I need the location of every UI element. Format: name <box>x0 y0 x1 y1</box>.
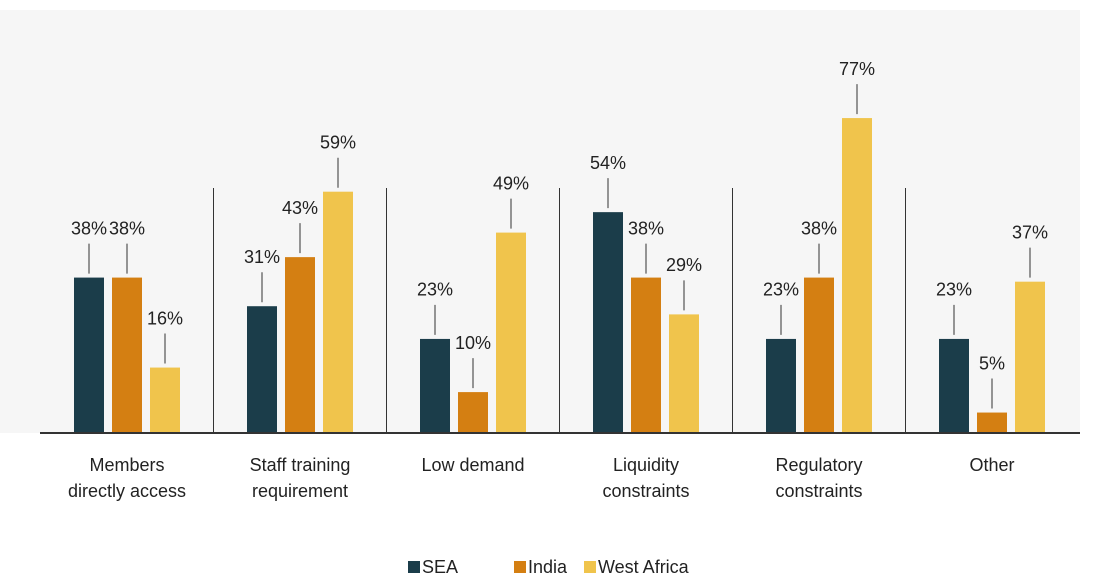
bar <box>112 277 142 433</box>
value-label: 16% <box>147 308 183 328</box>
bar <box>496 232 526 433</box>
legend-swatch <box>514 561 526 573</box>
bar <box>323 191 353 433</box>
bar <box>285 257 315 433</box>
bar <box>939 338 969 433</box>
legend-swatch <box>584 561 596 573</box>
value-label: 38% <box>109 218 145 238</box>
value-label: 37% <box>1012 222 1048 242</box>
value-label: 49% <box>493 173 529 193</box>
bar <box>150 367 180 433</box>
legend-swatch <box>408 561 420 573</box>
value-label: 43% <box>282 198 318 218</box>
plot-background <box>0 10 1080 433</box>
value-label: 5% <box>979 353 1005 373</box>
bar <box>631 277 661 433</box>
bar <box>977 412 1007 433</box>
x-tick-label: Members directly access <box>68 455 186 501</box>
x-tick-label: Staff training requirement <box>250 455 351 501</box>
value-label: 77% <box>839 59 875 79</box>
value-label: 10% <box>455 333 491 353</box>
x-tick-label: Regulatory constraints <box>775 455 862 501</box>
value-label: 23% <box>763 280 799 300</box>
bar <box>420 338 450 433</box>
bar <box>842 118 872 433</box>
bar <box>1015 281 1045 433</box>
x-tick-label: Other <box>969 455 1014 475</box>
bar <box>458 392 488 433</box>
value-label: 59% <box>320 132 356 152</box>
legend-label: West Africa <box>598 557 690 577</box>
bar <box>593 212 623 433</box>
value-label: 23% <box>936 280 972 300</box>
value-label: 38% <box>628 218 664 238</box>
x-tick-label: Liquidity constraints <box>602 455 689 501</box>
bar <box>247 306 277 433</box>
bar <box>766 338 796 433</box>
bar <box>74 277 104 433</box>
bar <box>669 314 699 433</box>
bar <box>804 277 834 433</box>
legend-label: SEA <box>422 557 458 577</box>
legend-label: India <box>528 557 568 577</box>
value-label: 38% <box>801 218 837 238</box>
value-label: 38% <box>71 218 107 238</box>
value-label: 29% <box>666 255 702 275</box>
value-label: 23% <box>417 280 453 300</box>
x-tick-label: Low demand <box>421 455 524 475</box>
value-label: 54% <box>590 153 626 173</box>
value-label: 31% <box>244 247 280 267</box>
